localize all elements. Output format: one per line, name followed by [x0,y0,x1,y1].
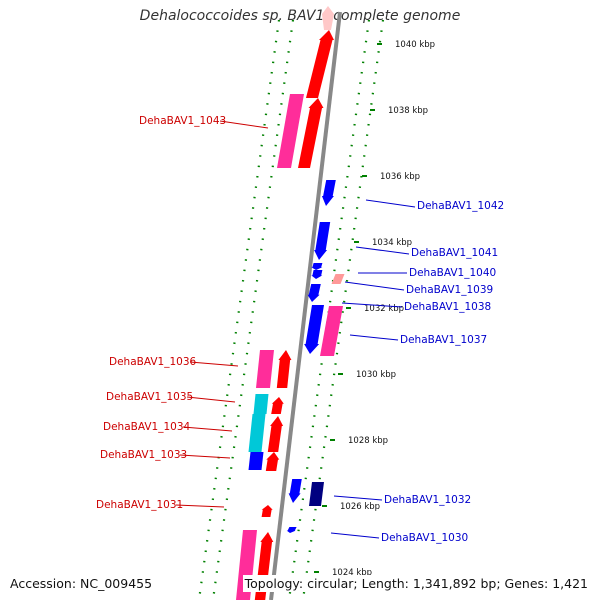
reverse-cds [321,180,336,206]
gene-label-reverse: DehaBAV1_1042 [417,200,504,212]
reverse-cds [304,305,324,354]
faded-cap [322,6,334,30]
gene-label-forward: DehaBAV1_1031 [96,499,183,511]
gene-labels: DehaBAV1_1043 DehaBAV1_1036 DehaBAV1_1035 D… [96,115,504,544]
reverse-cds [288,479,302,503]
gene-label-reverse: DehaBAV1_1037 [400,334,487,346]
leader-line [365,199,416,208]
leader-line [341,302,403,308]
tick-label: 1038 kbp [388,106,428,116]
leader-line [186,396,236,403]
leader-line [344,281,405,291]
tick-label: 1034 kbp [372,238,412,248]
leader-line [175,504,225,508]
cyan-feature [248,414,266,452]
reverse-feature [248,452,264,470]
forward-cds [276,350,292,388]
leader-line [349,334,399,341]
leader-line [330,532,380,539]
gene-label-reverse: DehaBAV1_1032 [384,494,471,506]
forward-feature [277,94,304,168]
reverse-cds [307,284,321,302]
tick-label: 1030 kbp [356,370,396,380]
gene-label-forward: DehaBAV1_1035 [106,391,193,403]
leader-line [333,495,383,501]
gene-label-reverse: DehaBAV1_1039 [406,284,493,296]
forward-cds [267,416,284,452]
map-title: Dehalococcoides sp. BAV1, complete genom… [139,8,461,24]
forward-cds [271,397,284,414]
tick-label: 1024 kbp [332,568,372,578]
forward-cds [298,98,324,168]
backbone-line [269,11,342,600]
features [236,6,345,600]
leader-line [189,361,239,367]
reverse-cds [311,270,323,279]
pseudo-feature [331,274,345,284]
gene-label-forward: DehaBAV1_1033 [100,449,187,461]
forward-cds [306,30,334,98]
gene-label-forward: DehaBAV1_1036 [109,356,197,368]
backbone [269,11,342,600]
gene-label-forward: DehaBAV1_1043 [139,115,226,127]
forward-cds [261,505,273,517]
leader-line [179,454,231,459]
tick-label: 1028 kbp [348,436,388,446]
reverse-cds [314,222,331,260]
topology-summary: Topology: circular; Length: 1,341,892 bp… [242,575,590,592]
reverse-feature [320,306,343,356]
tick-label: 1040 kbp [395,40,435,50]
tick-label: 1032 kbp [364,304,404,314]
accession-text: Accession: NC_009455 [8,575,155,592]
gene-label-forward: DehaBAV1_1034 [103,421,191,433]
reverse-cds [311,263,323,270]
leader-line [355,246,410,255]
tick-label: 1036 kbp [380,172,420,182]
reverse-cds [286,527,297,533]
gene-label-reverse: DehaBAV1_1040 [409,267,496,279]
navy-feature [309,482,324,506]
leader-line [219,120,269,129]
gene-label-reverse: DehaBAV1_1038 [404,301,491,313]
tick-label: 1026 kbp [340,502,380,512]
gene-label-reverse: DehaBAV1_1041 [411,247,498,259]
forward-feature [256,350,274,388]
gene-label-reverse: DehaBAV1_1030 [381,532,468,544]
kbp-ticks: 1040 kbp 1038 kbp 1036 kbp 1034 kbp 1032 kbp… [314,40,435,578]
cyan-feature [253,394,269,414]
forward-cds [265,452,280,471]
leader-line [182,426,233,432]
